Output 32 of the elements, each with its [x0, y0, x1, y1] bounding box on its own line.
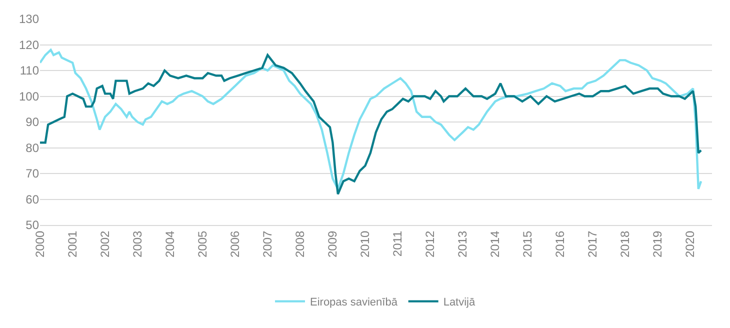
x-tick-label: 2012 — [423, 230, 438, 258]
y-tick-label: 80 — [26, 140, 40, 155]
x-tick-label: 2020 — [683, 230, 698, 258]
x-tick-label: 2004 — [162, 230, 177, 258]
x-tick-label: 2011 — [390, 230, 405, 257]
x-tick-label: 2005 — [196, 230, 210, 258]
legend-label: Eiropas savienībā — [310, 296, 398, 309]
y-tick-label: 70 — [26, 166, 40, 181]
y-tick-label: 130 — [18, 12, 40, 26]
x-tick-label: 2006 — [228, 230, 242, 258]
x-tick-label: 2013 — [456, 230, 470, 258]
x-tick-label: 2008 — [293, 230, 308, 258]
x-tick-label: 2014 — [488, 230, 502, 258]
x-tick-label: 2017 — [586, 230, 600, 258]
x-tick-label: 2009 — [326, 230, 340, 258]
x-tick-label: 2007 — [260, 230, 275, 258]
y-tick-label: 110 — [20, 64, 40, 78]
y-tick-label: 120 — [18, 38, 40, 52]
x-tick-label: 2015 — [520, 230, 535, 258]
x-tick-label: 2019 — [650, 230, 665, 258]
x-tick-label: 2016 — [553, 230, 568, 258]
x-tick-label: 2002 — [98, 230, 112, 258]
y-tick-label: 90 — [26, 115, 40, 130]
x-tick-label: 2010 — [358, 230, 372, 258]
x-tick-label: 2001 — [65, 230, 80, 258]
y-tick-label: 60 — [26, 192, 40, 206]
x-tick-label: 2003 — [130, 230, 144, 258]
y-tick-label: 100 — [18, 89, 40, 104]
legend-label: Latvijā — [443, 296, 476, 309]
y-tick-label: 50 — [26, 218, 40, 232]
x-tick-label: 2018 — [618, 230, 632, 258]
x-tick-label: 2000 — [32, 230, 47, 258]
